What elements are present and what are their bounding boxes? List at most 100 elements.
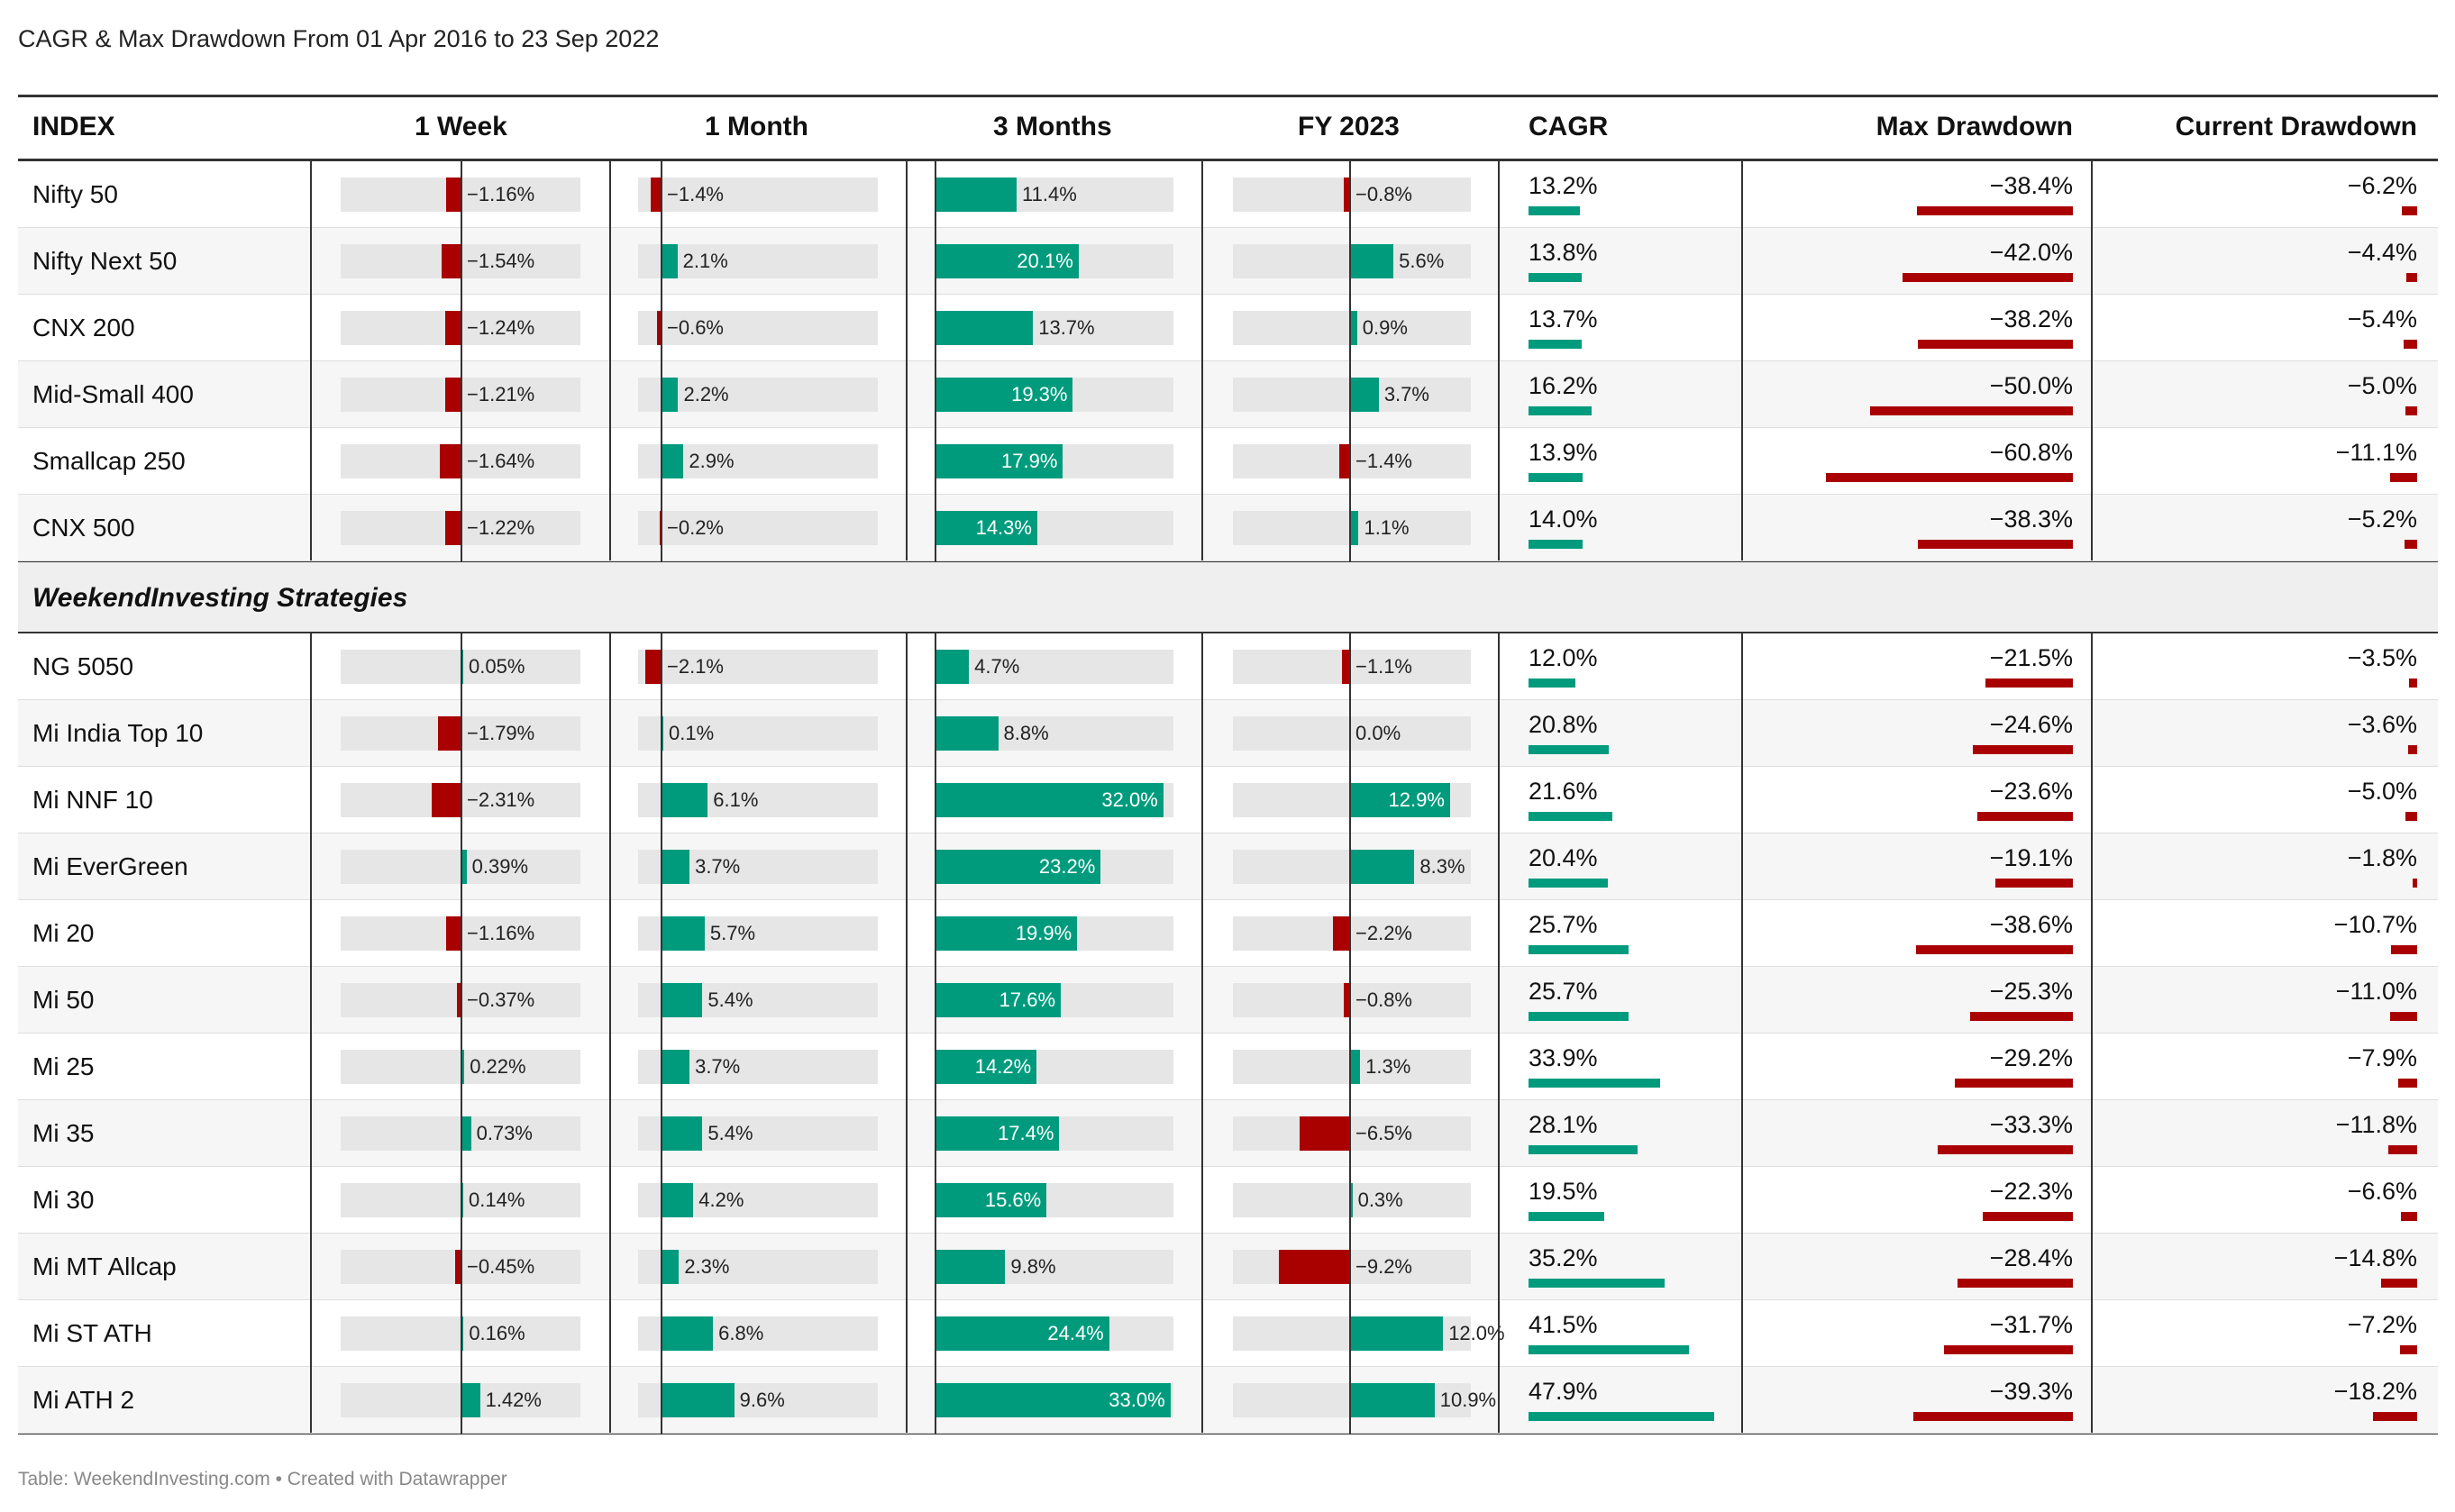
month-value: 2.2% [683, 383, 729, 405]
3-months-track [935, 650, 1173, 684]
month-track [638, 311, 878, 345]
fy-bar [1350, 1050, 1361, 1084]
header-current-drawdown: Current Drawdown [2175, 112, 2417, 141]
week-zero-line [461, 1300, 462, 1367]
cagr-bar [1529, 879, 1608, 888]
week-zero-line [461, 967, 462, 1034]
current-drawdown-bar [2388, 1145, 2417, 1154]
fy-zero-line [1349, 1367, 1351, 1434]
week-value: −1.54% [467, 250, 535, 272]
week-value: −0.45% [467, 1255, 535, 1278]
week-bar [446, 916, 461, 951]
fy-bar [1350, 783, 1450, 817]
max-drawdown-bar [1958, 1279, 2073, 1288]
week-bar [446, 178, 461, 212]
current-drawdown-value: −14.8% [2333, 1244, 2417, 1271]
cagr-value: 20.4% [1529, 844, 1598, 871]
3-months-value: 14.2% [974, 1055, 1032, 1078]
3-months-value: 17.9% [1001, 450, 1058, 472]
week-value: −1.64% [467, 450, 535, 472]
month-zero-line [661, 361, 662, 428]
row-name: Mi NNF 10 [32, 786, 153, 814]
3-months-zero-line [935, 361, 936, 428]
cagr-value: 14.0% [1529, 506, 1598, 533]
fy-value: −1.4% [1355, 450, 1412, 472]
cagr-value: 20.8% [1529, 711, 1598, 738]
fy-zero-line [1349, 295, 1351, 361]
max-drawdown-bar [1970, 1012, 2073, 1021]
3-months-value: 33.0% [1109, 1389, 1165, 1411]
max-drawdown-value: −24.6% [1989, 711, 2073, 738]
fy-value: 3.7% [1383, 383, 1429, 405]
max-drawdown-value: −60.8% [1989, 439, 2073, 466]
cagr-bar [1529, 1079, 1660, 1088]
week-value: 1.42% [485, 1389, 542, 1411]
3-months-value: 4.7% [974, 655, 1020, 678]
fy-value: 8.3% [1419, 855, 1465, 878]
cagr-value: 21.6% [1529, 778, 1598, 805]
month-bar [662, 916, 705, 951]
week-value: −1.24% [467, 316, 535, 339]
3-months-bar [935, 650, 970, 684]
cagr-bar [1529, 1412, 1714, 1421]
month-bar [662, 983, 703, 1017]
column-divider [609, 633, 611, 1433]
current-drawdown-bar [2390, 1012, 2417, 1021]
week-zero-line [461, 1234, 462, 1300]
row-name: Mi 35 [32, 1119, 95, 1147]
3-months-zero-line [935, 228, 936, 295]
table-row: Mid-Small 400 −1.21% 2.2% 19.3% 3.7% 16.2% −50… [18, 361, 2438, 428]
max-drawdown-bar [1954, 1079, 2073, 1088]
current-drawdown-bar [2405, 406, 2417, 415]
max-drawdown-value: −22.3% [1989, 1178, 2073, 1205]
current-drawdown-bar [2408, 745, 2417, 754]
max-drawdown-value: −38.2% [1989, 305, 2073, 332]
column-divider [1498, 633, 1500, 1433]
week-value: 0.05% [469, 655, 525, 678]
table-row: NG 5050 0.05% −2.1% 4.7% −1.1% 12.0% −21.5% −3.… [18, 633, 2438, 700]
cagr-value: 13.7% [1529, 305, 1598, 332]
row-name: CNX 200 [32, 314, 135, 342]
3-months-value: 17.4% [998, 1122, 1054, 1144]
fy-bar [1350, 311, 1357, 345]
cagr-bar [1529, 1212, 1604, 1221]
group-rule-top [18, 560, 2438, 562]
header-max-drawdown: Max Drawdown [1875, 112, 2073, 141]
fy-zero-line [1349, 228, 1351, 295]
max-drawdown-bar [1995, 879, 2073, 888]
fy-bar [1300, 1116, 1350, 1151]
current-drawdown-value: −10.7% [2333, 911, 2417, 938]
table-row: Mi ATH 2 1.42% 9.6% 33.0% 10.9% 47.9% −39.3% −1… [18, 1367, 2438, 1434]
current-drawdown-value: −1.8% [2347, 844, 2417, 871]
week-value: −1.16% [467, 183, 535, 205]
3-months-zero-line [935, 495, 936, 561]
fy-zero-line [1349, 495, 1351, 561]
row-name: Mi 25 [32, 1052, 95, 1080]
max-drawdown-bar [1982, 1212, 2073, 1221]
week-value: −1.79% [467, 722, 535, 744]
week-zero-line [461, 161, 462, 228]
month-value: 3.7% [695, 1055, 741, 1078]
week-bar [445, 511, 461, 545]
max-drawdown-value: −29.2% [1989, 1044, 2073, 1071]
fy-zero-line [1349, 967, 1351, 1034]
month-value: 4.2% [698, 1189, 744, 1211]
current-drawdown-value: −5.0% [2347, 372, 2417, 399]
week-zero-line [461, 900, 462, 967]
fy-bar [1278, 1250, 1350, 1284]
fy-value: −2.2% [1355, 922, 1412, 944]
cagr-bar [1529, 812, 1612, 821]
week-bar [441, 244, 461, 278]
max-drawdown-bar [1903, 273, 2073, 282]
cagr-value: 35.2% [1529, 1244, 1598, 1271]
cagr-bar [1529, 406, 1592, 415]
column-divider [906, 633, 908, 1433]
3-months-value: 8.8% [1003, 722, 1049, 744]
month-bar [662, 783, 708, 817]
3-months-bar [935, 378, 1073, 412]
table-row: Mi EverGreen 0.39% 3.7% 23.2% 8.3% 20.4% −19.1… [18, 833, 2438, 900]
month-value: −2.1% [667, 655, 724, 678]
month-bar [662, 1050, 690, 1084]
month-value: 0.1% [669, 722, 715, 744]
current-drawdown-bar [2390, 473, 2417, 482]
